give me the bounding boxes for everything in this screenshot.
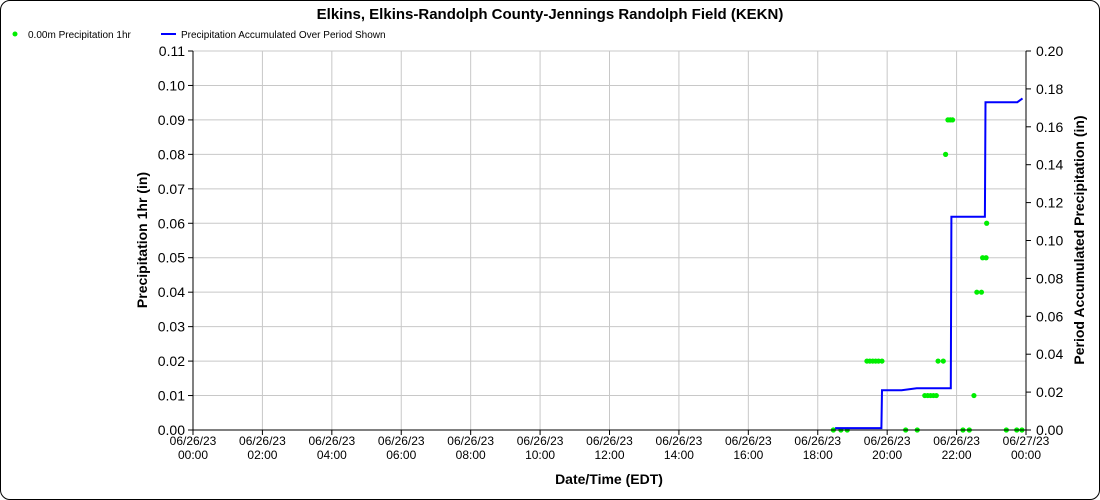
y2-tick-label: 0.16 [1036,119,1063,135]
y-tick-label: 0.03 [158,319,185,335]
x-tick-label-date: 06/26/23 [378,434,425,448]
legend: 0.00m Precipitation 1hr Precipitation Ac… [12,30,386,41]
y2-tick-label: 0.04 [1036,346,1063,362]
x-tick-label-date: 06/26/23 [447,434,494,448]
legend-marker-precip-1hr [12,31,18,37]
x-tick-label-date: 06/26/23 [517,434,564,448]
y-tick-label: 0.08 [158,146,185,162]
x-tick-label-time: 16:00 [733,448,763,462]
x-tick-label-date: 06/26/23 [794,434,841,448]
y-tick-label: 0.06 [158,215,185,231]
precip-1hr-point [949,117,956,123]
y-tick-label: 0.01 [158,388,185,404]
precip-1hr-point [942,151,949,157]
precip-1hr-point [935,358,941,364]
y2-tick-label: 0.12 [1036,195,1063,211]
x-axis-label: Date/Time (EDT) [555,471,663,487]
precip-1hr-point [983,255,989,261]
x-tick-label-time: 00:00 [178,448,208,462]
x-tick-label-time: 08:00 [456,448,486,462]
accumulated-precip-line [835,97,1024,430]
y2-tick-label: 0.14 [1036,157,1063,173]
x-tick-label-time: 04:00 [317,448,347,462]
x-tick-label-time: 10:00 [525,448,555,462]
precip-1hr-point [984,220,990,226]
x-tick-label-time: 12:00 [594,448,624,462]
x-tick-label-date: 06/26/23 [933,434,980,448]
y2-tick-label: 0.00 [1036,422,1063,438]
x-tick-label-time: 20:00 [872,448,902,462]
precip-1hr-point [940,358,946,364]
y-axis-label: Precipitation 1hr (in) [134,172,150,308]
precip-1hr-point [933,392,939,399]
x-tick-label-time: 22:00 [942,448,972,462]
legend-label-precip-1hr: 0.00m Precipitation 1hr [28,30,132,41]
x-tick-label-time: 18:00 [803,448,833,462]
precip-1hr-point [978,289,985,295]
x-tick-label-time: 06:00 [386,448,416,462]
chart-title: Elkins, Elkins-Randolph County-Jennings … [317,6,784,23]
x-tick-label-time: 02:00 [247,448,277,462]
x-tick-label-date: 06/26/23 [586,434,633,448]
x-tick-label-date: 06/26/23 [239,434,286,448]
x-tick-label-date: 06/27/23 [1003,434,1050,448]
y-tick-label: 0.00 [158,422,185,438]
y2-tick-label: 0.10 [1036,233,1063,249]
y-tick-label: 0.04 [158,284,185,300]
y-tick-label: 0.07 [158,181,185,197]
y2-tick-label: 0.02 [1036,384,1063,400]
y-tick-label: 0.02 [158,353,185,369]
x-tick-label-date: 06/26/23 [656,434,703,448]
x-tick-label-date: 06/26/23 [308,434,355,448]
precip-1hr-point [974,289,980,295]
precip-1hr-point [879,358,885,364]
y2-tick-label: 0.20 [1036,43,1063,59]
y-tick-label: 0.10 [158,77,185,93]
y2-tick-label: 0.08 [1036,270,1063,286]
precip-1hr-point [971,392,977,399]
x-tick-label-date: 06/26/23 [725,434,772,448]
x-tick-label-time: 00:00 [1011,448,1041,462]
y-tick-label: 0.09 [158,112,185,128]
x-tick-label-date: 06/26/23 [864,434,911,448]
x-tick-label-time: 14:00 [664,448,694,462]
y-tick-label: 0.11 [159,43,185,59]
x-tick-label-date: 06/26/23 [170,434,217,448]
y2-tick-label: 0.06 [1036,308,1063,324]
y2-tick-label: 0.18 [1036,81,1063,97]
y-tick-label: 0.05 [158,250,185,266]
y2-axis-label: Period Accumulated Precipitation (in) [1071,115,1087,364]
legend-label-accumulated: Precipitation Accumulated Over Period Sh… [181,30,386,41]
